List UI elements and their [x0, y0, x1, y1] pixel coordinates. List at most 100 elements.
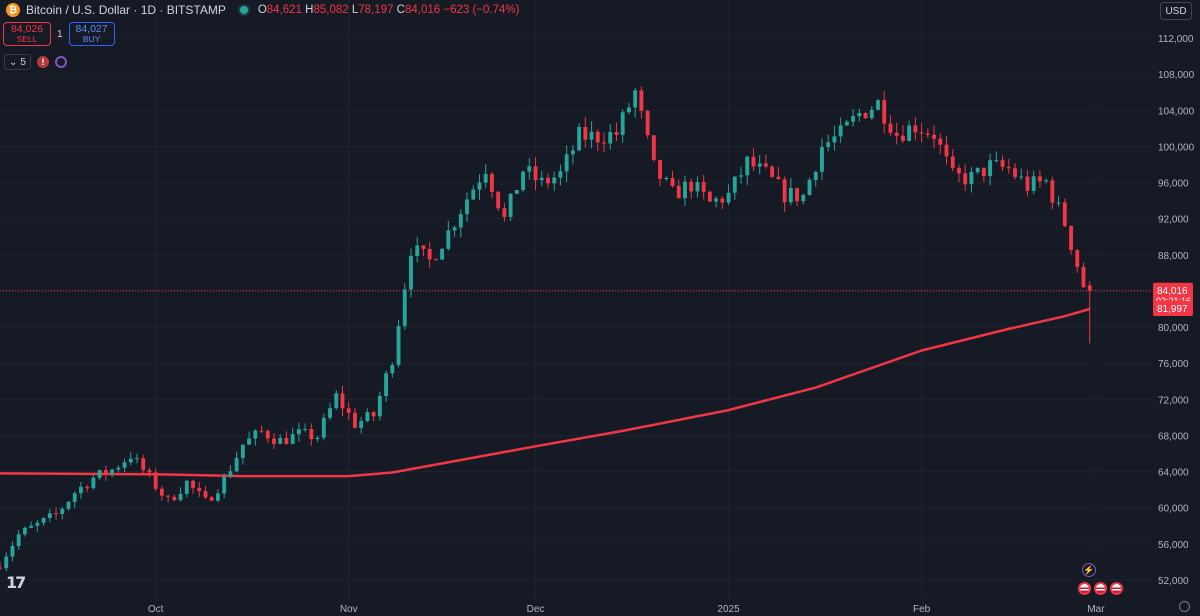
symbol-title[interactable]: Bitcoin / U.S. Dollar · 1D · BITSTAMP	[26, 3, 226, 17]
trade-panel: 84,026 SELL 1 84,027 BUY	[3, 22, 115, 46]
candle-up	[72, 491, 77, 509]
candle-body	[670, 178, 675, 186]
candle-body	[763, 163, 768, 167]
candle-body	[396, 326, 401, 365]
time-axis[interactable]: Oct Nov Dec 2025 Feb Mar	[148, 604, 1105, 615]
candle-body	[539, 177, 544, 181]
candle-body	[465, 199, 469, 215]
us-flag-icon[interactable]	[1094, 582, 1107, 595]
candle-up	[695, 176, 700, 198]
candle-down	[1050, 176, 1055, 210]
candle-body	[570, 150, 575, 155]
candle-up	[278, 434, 283, 445]
moving-average-line[interactable]	[0, 307, 1091, 478]
candle-down	[919, 122, 924, 143]
candle-up	[135, 453, 139, 464]
candle-body	[608, 131, 613, 144]
high-label: H	[305, 4, 314, 16]
candle-up	[589, 121, 594, 149]
economic-events	[1078, 582, 1123, 595]
time-tick-label: 2025	[717, 604, 740, 615]
candle-down	[770, 164, 775, 179]
candle-up	[994, 151, 999, 163]
sell-button[interactable]: 84,026 SELL	[3, 22, 51, 46]
price-tick-label: 76,000	[1158, 359, 1189, 370]
candle-up	[97, 469, 102, 481]
candle-body	[514, 189, 519, 194]
time-tick-label: Dec	[527, 604, 545, 615]
candle-down	[925, 128, 930, 139]
candle-down	[1075, 249, 1080, 273]
candle-body	[60, 508, 65, 515]
low-label: L	[351, 4, 359, 16]
candle-body	[1069, 225, 1073, 251]
candle-up	[807, 177, 812, 196]
candle-down	[658, 159, 662, 187]
us-flag-icon[interactable]	[1110, 582, 1123, 595]
candle-down	[141, 454, 146, 475]
spread-value: 1	[57, 28, 63, 40]
candle-body	[141, 458, 146, 471]
chart-grid	[0, 0, 1152, 598]
candle-body	[353, 412, 357, 428]
us-flag-icon[interactable]	[1078, 582, 1091, 595]
indicators-toggle[interactable]: ⌄ 5	[4, 54, 31, 70]
gear-icon[interactable]	[1179, 601, 1190, 612]
loop-icon[interactable]	[54, 56, 67, 68]
last-price-label: 84,016	[1157, 286, 1188, 297]
currency-selector[interactable]: USD	[1160, 2, 1192, 20]
candle-body	[153, 472, 158, 489]
candle-up	[969, 167, 974, 193]
candle-body	[988, 160, 993, 177]
candle-body	[216, 493, 220, 501]
candle-body	[91, 477, 96, 489]
candle-up	[91, 474, 96, 490]
candle-body	[676, 185, 681, 199]
market-status-icon[interactable]	[239, 6, 248, 14]
candle-up	[365, 408, 370, 423]
candle-down	[701, 174, 706, 200]
candle-body	[29, 525, 34, 528]
candle-body	[757, 163, 762, 167]
candle-body	[72, 493, 77, 502]
candle-up	[1031, 170, 1036, 195]
candle-up	[820, 138, 824, 180]
candle-up	[564, 145, 569, 182]
candle-body	[203, 490, 208, 498]
candle-body	[41, 517, 46, 523]
candle-body	[22, 527, 27, 535]
candle-body	[1031, 176, 1036, 191]
candle-up	[452, 225, 457, 238]
candle-body	[639, 90, 644, 111]
candle-down	[1006, 158, 1011, 174]
buy-label: BUY	[82, 34, 101, 45]
candle-body	[433, 259, 438, 261]
candle-body	[869, 109, 874, 119]
candle-down	[950, 149, 955, 172]
lightning-icon[interactable]: ⚡	[1082, 563, 1096, 577]
tradingview-logo[interactable]: 17	[6, 573, 26, 592]
candle-body	[776, 176, 781, 180]
candle-down	[707, 190, 712, 202]
candle-body	[975, 167, 980, 172]
candle-up	[79, 481, 83, 500]
alert-icon[interactable]: !	[36, 56, 49, 68]
candle-up	[726, 184, 731, 206]
candle-down	[1000, 155, 1005, 171]
candle-body	[178, 493, 183, 501]
candle-up	[222, 473, 227, 499]
candle-body	[651, 135, 656, 160]
candle-body	[564, 154, 569, 172]
candle-body	[228, 471, 233, 477]
buy-button[interactable]: 84,027 BUY	[68, 22, 115, 46]
price-tick-label: 112,000	[1158, 34, 1194, 45]
candle-up	[41, 517, 46, 526]
candle-body	[645, 110, 650, 136]
candle-down	[159, 486, 164, 501]
candle-body	[103, 470, 108, 475]
candle-body	[969, 171, 974, 185]
candle-body	[689, 181, 694, 192]
candle-body	[66, 501, 71, 509]
candle-up	[465, 192, 469, 223]
